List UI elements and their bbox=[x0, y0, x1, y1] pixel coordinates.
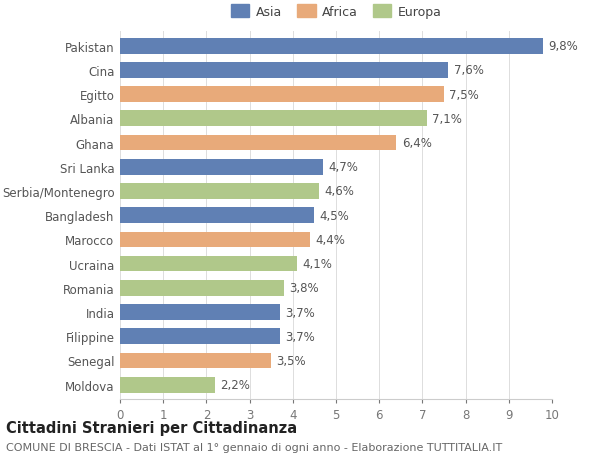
Text: 4,6%: 4,6% bbox=[324, 185, 354, 198]
Bar bbox=[120, 39, 544, 55]
Bar bbox=[120, 135, 397, 151]
Bar bbox=[120, 329, 280, 344]
Bar bbox=[120, 304, 280, 320]
Bar bbox=[120, 256, 297, 272]
Text: 4,4%: 4,4% bbox=[315, 234, 345, 246]
Text: 4,1%: 4,1% bbox=[302, 257, 332, 270]
Bar bbox=[120, 232, 310, 248]
Bar bbox=[120, 280, 284, 296]
Text: 7,6%: 7,6% bbox=[454, 64, 484, 77]
Text: Cittadini Stranieri per Cittadinanza: Cittadini Stranieri per Cittadinanza bbox=[6, 420, 297, 435]
Text: 2,2%: 2,2% bbox=[220, 378, 250, 392]
Bar bbox=[120, 208, 314, 224]
Bar bbox=[120, 111, 427, 127]
Text: 3,8%: 3,8% bbox=[289, 282, 319, 295]
Text: 4,7%: 4,7% bbox=[328, 161, 358, 174]
Bar bbox=[120, 184, 319, 199]
Text: 7,5%: 7,5% bbox=[449, 89, 479, 101]
Text: 7,1%: 7,1% bbox=[432, 112, 462, 126]
Text: 6,4%: 6,4% bbox=[401, 137, 431, 150]
Text: 3,7%: 3,7% bbox=[285, 330, 315, 343]
Text: 4,5%: 4,5% bbox=[320, 209, 349, 222]
Bar bbox=[120, 353, 271, 369]
Legend: Asia, Africa, Europa: Asia, Africa, Europa bbox=[227, 1, 445, 22]
Text: COMUNE DI BRESCIA - Dati ISTAT al 1° gennaio di ogni anno - Elaborazione TUTTITA: COMUNE DI BRESCIA - Dati ISTAT al 1° gen… bbox=[6, 442, 502, 452]
Text: 3,7%: 3,7% bbox=[285, 306, 315, 319]
Bar bbox=[120, 63, 448, 78]
Text: 3,5%: 3,5% bbox=[277, 354, 306, 367]
Bar bbox=[120, 87, 444, 103]
Text: 9,8%: 9,8% bbox=[548, 40, 578, 53]
Bar bbox=[120, 160, 323, 175]
Bar bbox=[120, 377, 215, 393]
